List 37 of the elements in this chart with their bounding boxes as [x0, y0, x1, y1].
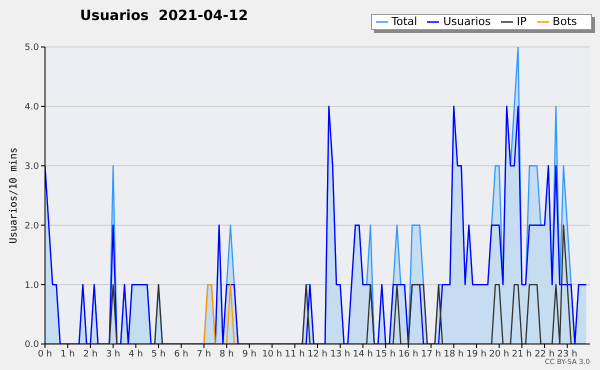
y-tick-label: 0.0	[24, 340, 40, 350]
x-tick-label: 6 h	[174, 349, 188, 360]
x-tick-label: 10 h	[262, 349, 282, 360]
y-tick-label: 3.0	[24, 162, 40, 172]
x-tick-label: 0 h	[38, 349, 52, 360]
y-tick-label: 2.0	[24, 221, 40, 232]
x-tick-label: 20 h	[489, 349, 510, 360]
x-tick-label: 7 h	[196, 349, 212, 360]
y-axis-title: Usuarios/10 mins	[8, 147, 20, 244]
x-tick-label: 11 h	[284, 349, 305, 360]
legend-label: IP	[516, 15, 527, 28]
legend-label: Usuarios	[443, 15, 491, 28]
line-series	[45, 106, 587, 344]
x-tick-label: 5 h	[151, 349, 166, 360]
y-tick-label: 1.0	[24, 280, 40, 291]
chart-title: Usuarios 2021-04-12	[80, 8, 248, 24]
x-tick-label: 13 h	[330, 349, 350, 360]
x-tick-label: 22 h	[534, 349, 555, 360]
x-tick-label: 1 h	[60, 349, 75, 360]
legend-label: Bots	[552, 15, 577, 28]
x-tick-label: 3 h	[106, 349, 120, 360]
x-tick-label: 16 h	[398, 349, 418, 360]
x-tick-label: 4 h	[128, 349, 143, 360]
x-tick-label: 15 h	[376, 349, 396, 360]
x-tick-label: 21 h	[512, 349, 532, 360]
x-tick-label: 14 h	[352, 349, 373, 360]
x-tick-label: 8 h	[220, 349, 234, 360]
y-tick-label: 5.0	[24, 43, 40, 54]
x-tick-label: 18 h	[444, 349, 464, 360]
x-tick-label: 12 h	[307, 349, 328, 360]
x-tick-label: 23 h	[557, 349, 578, 360]
x-tick-label: 19 h	[466, 349, 486, 360]
x-tick-label: 17 h	[421, 349, 442, 360]
legend-label: Total	[392, 15, 418, 28]
x-tick-label: 9 h	[242, 349, 257, 360]
x-tick-label: 2 h	[83, 349, 98, 360]
y-tick-label: 4.0	[24, 102, 40, 113]
